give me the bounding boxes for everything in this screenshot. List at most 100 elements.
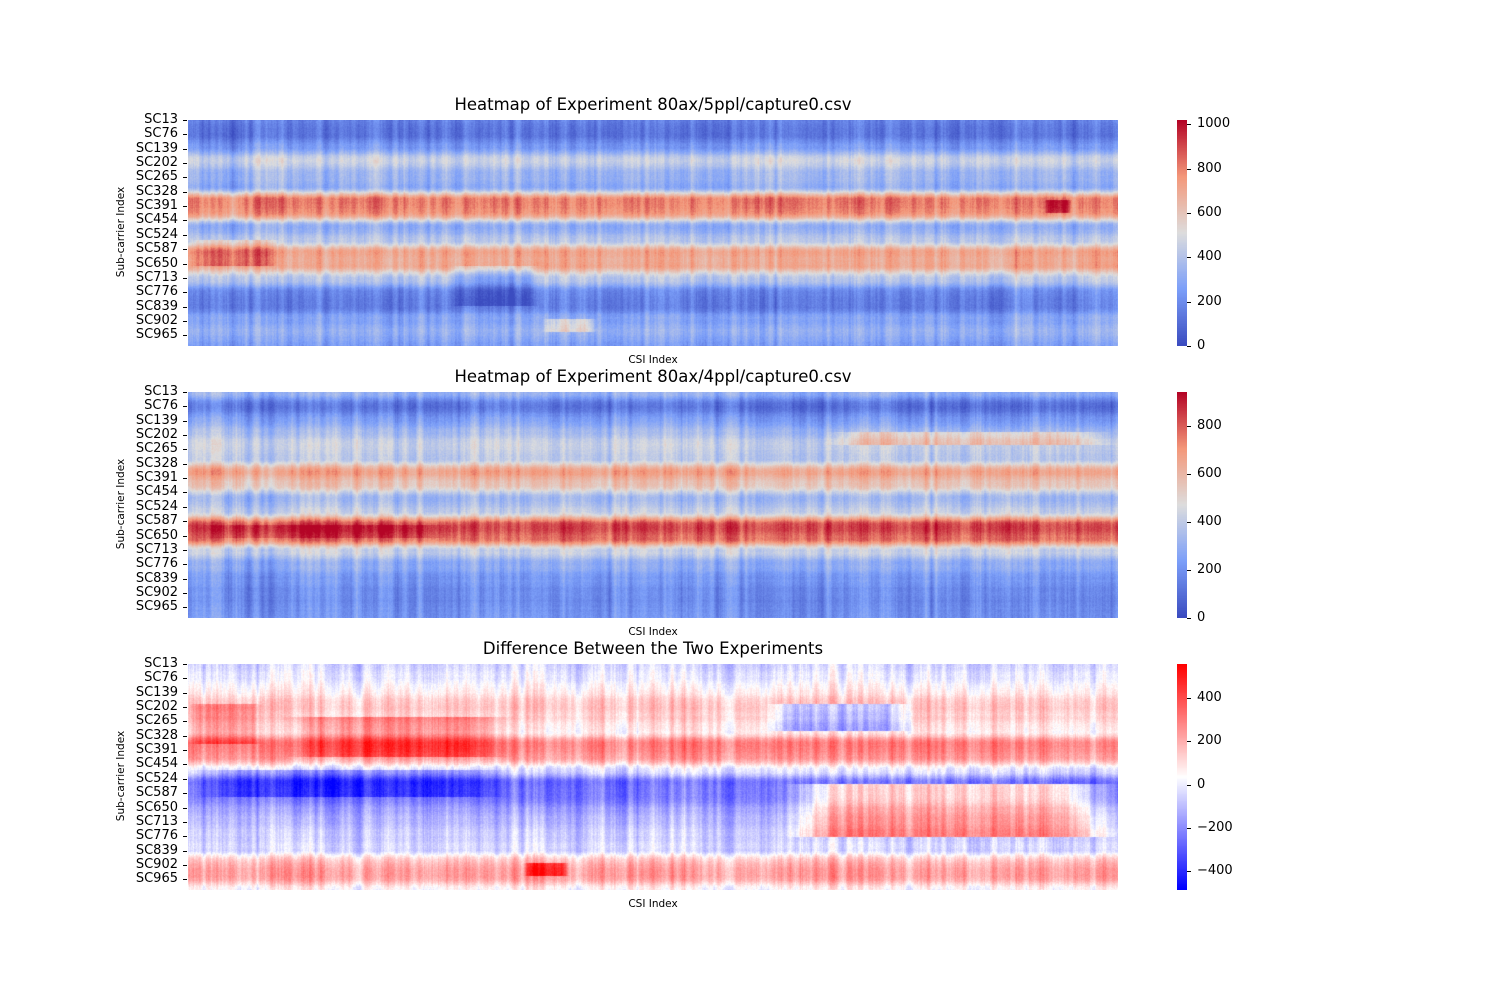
y-tick-mark [183,721,187,723]
colorbar-tick-mark [1187,474,1191,475]
colorbar-tick-label: 1000 [1197,116,1231,131]
y-tick-label: SC902 [135,856,178,872]
y-tick-mark [183,449,187,451]
y-tick-mark [183,764,187,766]
y-tick-label: SC713 [135,269,178,285]
y-tick-mark [183,163,187,165]
y-tick-label: SC839 [135,298,178,314]
colorbar [1177,664,1187,890]
colorbar-tick-label: 400 [1197,514,1222,529]
y-tick-mark [183,707,187,709]
chart-title: Heatmap of Experiment 80ax/4ppl/capture0… [454,367,852,386]
y-tick-label: SC650 [135,255,178,271]
colorbar-tick-mark [1187,698,1191,699]
y-tick-mark [183,836,187,838]
y-tick-mark [183,148,187,150]
y-tick-label: SC139 [135,412,178,428]
x-axis-label: CSI Index [628,354,678,366]
y-tick-mark [183,750,187,752]
colorbar-tick-mark [1187,741,1191,742]
colorbar-tick-mark [1187,785,1191,786]
y-tick-mark [183,821,187,823]
y-tick-label: SC650 [135,799,178,815]
y-tick-label: SC713 [135,541,178,557]
y-tick-mark [183,134,187,136]
colorbar-tick-label: 800 [1197,161,1222,176]
colorbar-tick-label: 0 [1197,338,1206,353]
y-tick-label: SC139 [135,684,178,700]
colorbar-tick-mark [1187,828,1191,829]
y-tick-label: SC13 [144,384,178,399]
colorbar [1177,392,1187,618]
y-tick-label: SC76 [144,126,178,142]
y-tick-label: SC328 [135,183,178,199]
y-tick-mark [183,564,187,566]
y-tick-mark [183,607,187,609]
y-tick-mark [183,463,187,465]
y-tick-mark [183,406,187,408]
y-tick-mark [183,435,187,437]
y-tick-label: SC265 [135,441,178,457]
y-tick-mark [183,535,187,537]
y-tick-label: SC202 [135,699,178,715]
y-tick-label: SC839 [135,570,178,586]
y-tick-mark [183,664,187,665]
chart-title: Heatmap of Experiment 80ax/5ppl/capture0… [454,95,852,114]
colorbar-tick-mark [1187,570,1191,571]
y-tick-mark [183,521,187,523]
y-tick-label: SC454 [135,484,178,500]
heatmap-plot [188,120,1118,346]
colorbar-tick-mark [1187,257,1191,258]
colorbar-tick-label: 800 [1197,418,1222,433]
y-tick-label: SC587 [135,513,178,529]
y-tick-mark [183,292,187,294]
colorbar-tick-mark [1187,522,1191,523]
y-tick-mark [183,234,187,236]
y-tick-mark [183,191,187,193]
colorbar-tick-mark [1187,346,1191,347]
colorbar-tick-mark [1187,302,1191,303]
y-tick-label: SC902 [135,312,178,328]
y-tick-mark [183,578,187,580]
heatmap-plot [188,392,1118,618]
y-tick-label: SC391 [135,198,178,214]
y-tick-mark [183,879,187,881]
y-tick-mark [183,220,187,222]
y-tick-label: SC202 [135,427,178,443]
y-tick-label: SC13 [144,112,178,127]
colorbar-tick-label: 600 [1197,466,1222,481]
y-tick-mark [183,850,187,852]
y-tick-mark [183,506,187,508]
colorbar-tick-label: 0 [1197,610,1206,625]
y-tick-label: SC524 [135,498,178,514]
y-tick-label: SC139 [135,140,178,156]
y-tick-mark [183,420,187,422]
y-tick-label: SC265 [135,169,178,185]
y-tick-label: SC776 [135,284,178,300]
y-tick-mark [183,206,187,208]
y-tick-mark [183,864,187,866]
y-tick-mark [183,492,187,494]
colorbar-tick-label: 200 [1197,733,1222,748]
colorbar-tick-label: 0 [1197,777,1206,792]
colorbar-tick-label: −400 [1197,863,1233,878]
colorbar-tick-mark [1187,213,1191,214]
y-tick-mark [183,592,187,594]
y-tick-label: SC839 [135,842,178,858]
y-tick-mark [183,478,187,480]
y-tick-label: SC587 [135,785,178,801]
colorbar-tick-mark [1187,169,1191,170]
y-tick-label: SC965 [135,871,178,887]
colorbar [1177,120,1187,346]
y-tick-mark [183,793,187,795]
y-tick-mark [183,549,187,551]
x-axis-label: CSI Index [628,626,678,638]
x-axis-label: CSI Index [628,898,678,910]
colorbar-tick-label: 400 [1197,249,1222,264]
colorbar-tick-mark [1187,426,1191,427]
colorbar-tick-mark [1187,871,1191,872]
y-tick-mark [183,120,187,121]
colorbar-tick-mark [1187,124,1191,125]
y-tick-mark [183,392,187,393]
